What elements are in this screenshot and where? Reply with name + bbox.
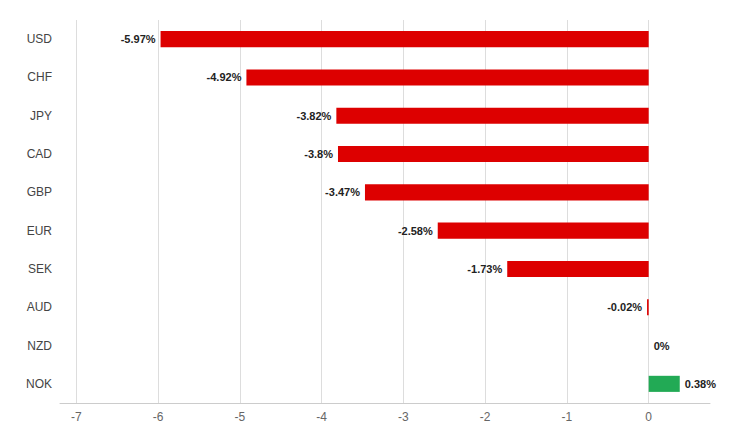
svg-text:-7: -7: [71, 410, 82, 424]
svg-text:-1: -1: [562, 410, 573, 424]
svg-text:SEK: SEK: [28, 262, 52, 276]
svg-text:-3.47%: -3.47%: [325, 186, 360, 198]
svg-text:0: 0: [645, 410, 652, 424]
svg-text:CAD: CAD: [27, 147, 53, 161]
svg-text:0%: 0%: [654, 340, 670, 352]
svg-text:-2: -2: [480, 410, 491, 424]
svg-text:-2.58%: -2.58%: [398, 225, 433, 237]
svg-text:EUR: EUR: [27, 224, 53, 238]
svg-text:-3.8%: -3.8%: [304, 148, 333, 160]
svg-text:AUD: AUD: [27, 300, 53, 314]
svg-text:NOK: NOK: [26, 377, 52, 391]
svg-text:USD: USD: [27, 32, 53, 46]
svg-text:-0.02%: -0.02%: [607, 301, 642, 313]
svg-text:-3: -3: [398, 410, 409, 424]
svg-text:-3.82%: -3.82%: [296, 110, 331, 122]
svg-text:CHF: CHF: [27, 70, 52, 84]
svg-text:-5: -5: [235, 410, 246, 424]
svg-text:NZD: NZD: [27, 339, 52, 353]
svg-text:-6: -6: [153, 410, 164, 424]
svg-text:-4: -4: [316, 410, 327, 424]
svg-text:0.38%: 0.38%: [685, 378, 716, 390]
svg-text:GBP: GBP: [27, 185, 52, 199]
svg-text:JPY: JPY: [30, 109, 52, 123]
svg-text:-1.73%: -1.73%: [467, 263, 502, 275]
svg-text:-4.92%: -4.92%: [207, 71, 242, 83]
svg-text:-5.97%: -5.97%: [121, 33, 156, 45]
